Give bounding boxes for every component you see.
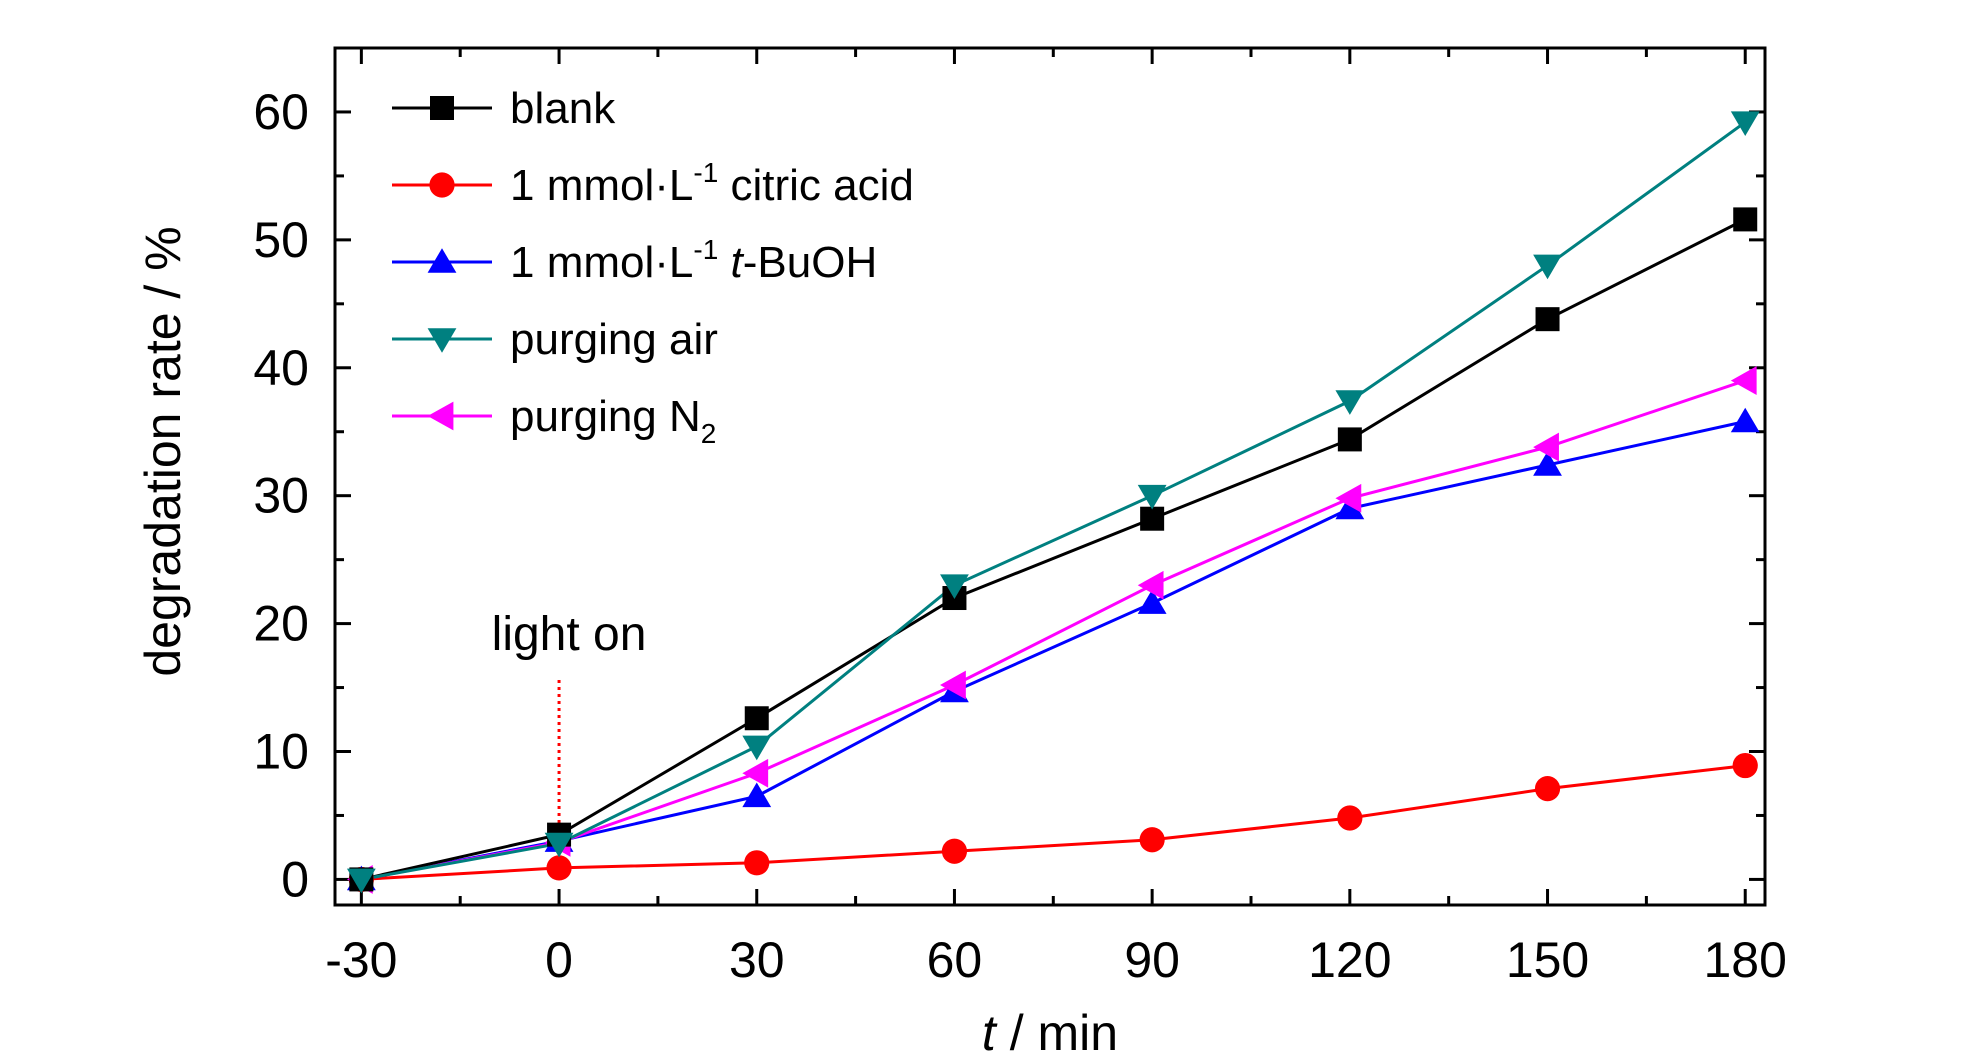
legend-label: 1 mmol·L-1 t-BuOH xyxy=(510,234,877,287)
x-axis-title: t / min xyxy=(982,1005,1118,1061)
data-point xyxy=(1140,506,1165,531)
data-point xyxy=(742,782,772,808)
y-tick-label: 0 xyxy=(281,851,309,907)
y-tick-label: 20 xyxy=(253,596,309,652)
legend-label: blank xyxy=(510,84,616,133)
x-tick-label: 90 xyxy=(1124,932,1180,988)
legend-marker xyxy=(427,248,457,273)
y-axis-title: degradation rate / % xyxy=(135,226,191,676)
data-point xyxy=(1533,432,1559,462)
x-tick-label: -30 xyxy=(325,932,397,988)
data-point xyxy=(1337,427,1362,452)
y-tick-label: 30 xyxy=(253,468,309,524)
series-layer xyxy=(346,111,1760,894)
data-point xyxy=(941,838,968,864)
plot-frame-layer xyxy=(333,46,1767,907)
legend-label: purging N2 xyxy=(510,392,716,449)
data-point xyxy=(1730,111,1760,136)
legend-marker xyxy=(430,96,454,120)
data-point xyxy=(744,706,769,731)
data-point xyxy=(1137,589,1167,614)
data-point xyxy=(1535,307,1560,332)
data-point xyxy=(1139,827,1165,853)
data-point xyxy=(1137,484,1167,510)
data-point xyxy=(1533,451,1562,476)
data-point xyxy=(346,868,376,894)
data-point xyxy=(1137,570,1164,600)
x-tick-label: 0 xyxy=(545,932,573,988)
x-tick-label: 180 xyxy=(1704,932,1787,988)
data-point xyxy=(1337,805,1363,831)
legend-label: purging air xyxy=(510,315,718,364)
data-point xyxy=(940,670,966,700)
y-tick-label: 50 xyxy=(253,212,309,268)
x-tick-label: 30 xyxy=(729,932,785,988)
series-line-3 xyxy=(361,120,1747,881)
series-line-0 xyxy=(361,218,1746,881)
data-point xyxy=(742,735,772,761)
data-point xyxy=(544,832,574,858)
data-point xyxy=(546,855,572,881)
y-tick-label: 40 xyxy=(253,340,309,396)
data-point xyxy=(1732,752,1758,779)
legend-marker xyxy=(427,401,454,431)
series-line-2 xyxy=(361,420,1746,881)
annotation-layer: light on xyxy=(492,608,647,850)
legend-label: 1 mmol·L-1 citric acid xyxy=(510,157,914,210)
axis-labels-layer: -30 0 30 60 90 120 150 180 0 10 20 30 40 50 60 t / min d… xyxy=(135,84,1787,1061)
series-line-1 xyxy=(361,764,1746,881)
data-point xyxy=(1335,483,1362,513)
legend-marker xyxy=(427,328,457,353)
x-tick-label: 120 xyxy=(1308,932,1391,988)
data-point xyxy=(742,758,769,788)
x-tick-label: 150 xyxy=(1506,932,1589,988)
data-point xyxy=(1534,776,1561,802)
legend-marker xyxy=(429,172,455,198)
data-point xyxy=(1335,494,1365,520)
plot-frame xyxy=(333,46,1767,907)
y-tick-label: 10 xyxy=(253,724,309,780)
data-point xyxy=(1730,407,1760,433)
data-point xyxy=(1335,390,1365,415)
data-point xyxy=(940,574,969,600)
data-point xyxy=(744,850,770,876)
series-line-4 xyxy=(361,379,1746,881)
legend: blank 1 mmol·L-1 citric acid 1 mmol·L-1 t-… xyxy=(392,84,914,449)
light-on-label: light on xyxy=(492,608,647,661)
y-tick-label: 60 xyxy=(253,84,309,140)
data-point xyxy=(1733,207,1758,232)
data-point xyxy=(1533,254,1562,280)
data-point xyxy=(1730,366,1757,395)
x-tick-label: 60 xyxy=(927,932,983,988)
